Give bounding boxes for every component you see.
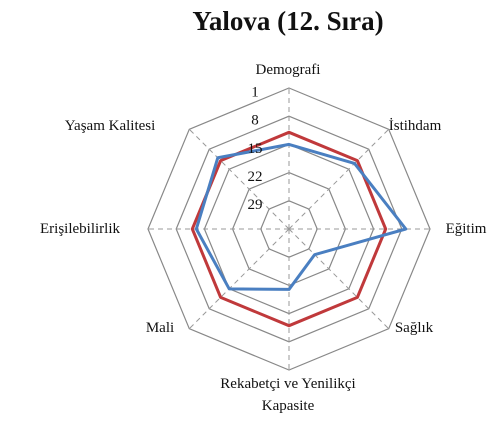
r-tick-label: 22 bbox=[248, 169, 263, 185]
grid-ring bbox=[147, 87, 431, 371]
r-tick-label: 15 bbox=[248, 141, 263, 157]
category-label: Demografi bbox=[255, 62, 321, 78]
r-tick-label: 1 bbox=[251, 84, 259, 100]
category-label: Eğitim bbox=[445, 221, 487, 237]
series-line bbox=[194, 142, 408, 291]
axis-line bbox=[288, 228, 390, 330]
category-label: Sağlık bbox=[394, 320, 434, 336]
category-label: Mali bbox=[145, 320, 175, 336]
r-tick-label: 29 bbox=[248, 197, 263, 213]
category-label: İstihdam bbox=[388, 118, 442, 134]
category-label: Rekabetçi ve Yenilikçi Kapasite bbox=[220, 376, 356, 414]
axis-line bbox=[188, 228, 290, 330]
chart-title: Yalova (12. Sıra) bbox=[192, 6, 383, 36]
r-tick-label: 8 bbox=[251, 113, 259, 129]
category-label: Yaşam Kalitesi bbox=[64, 118, 156, 134]
axis-line bbox=[188, 128, 290, 230]
category-label: Erişilebilirlik bbox=[40, 221, 120, 237]
axis-line bbox=[288, 128, 390, 230]
